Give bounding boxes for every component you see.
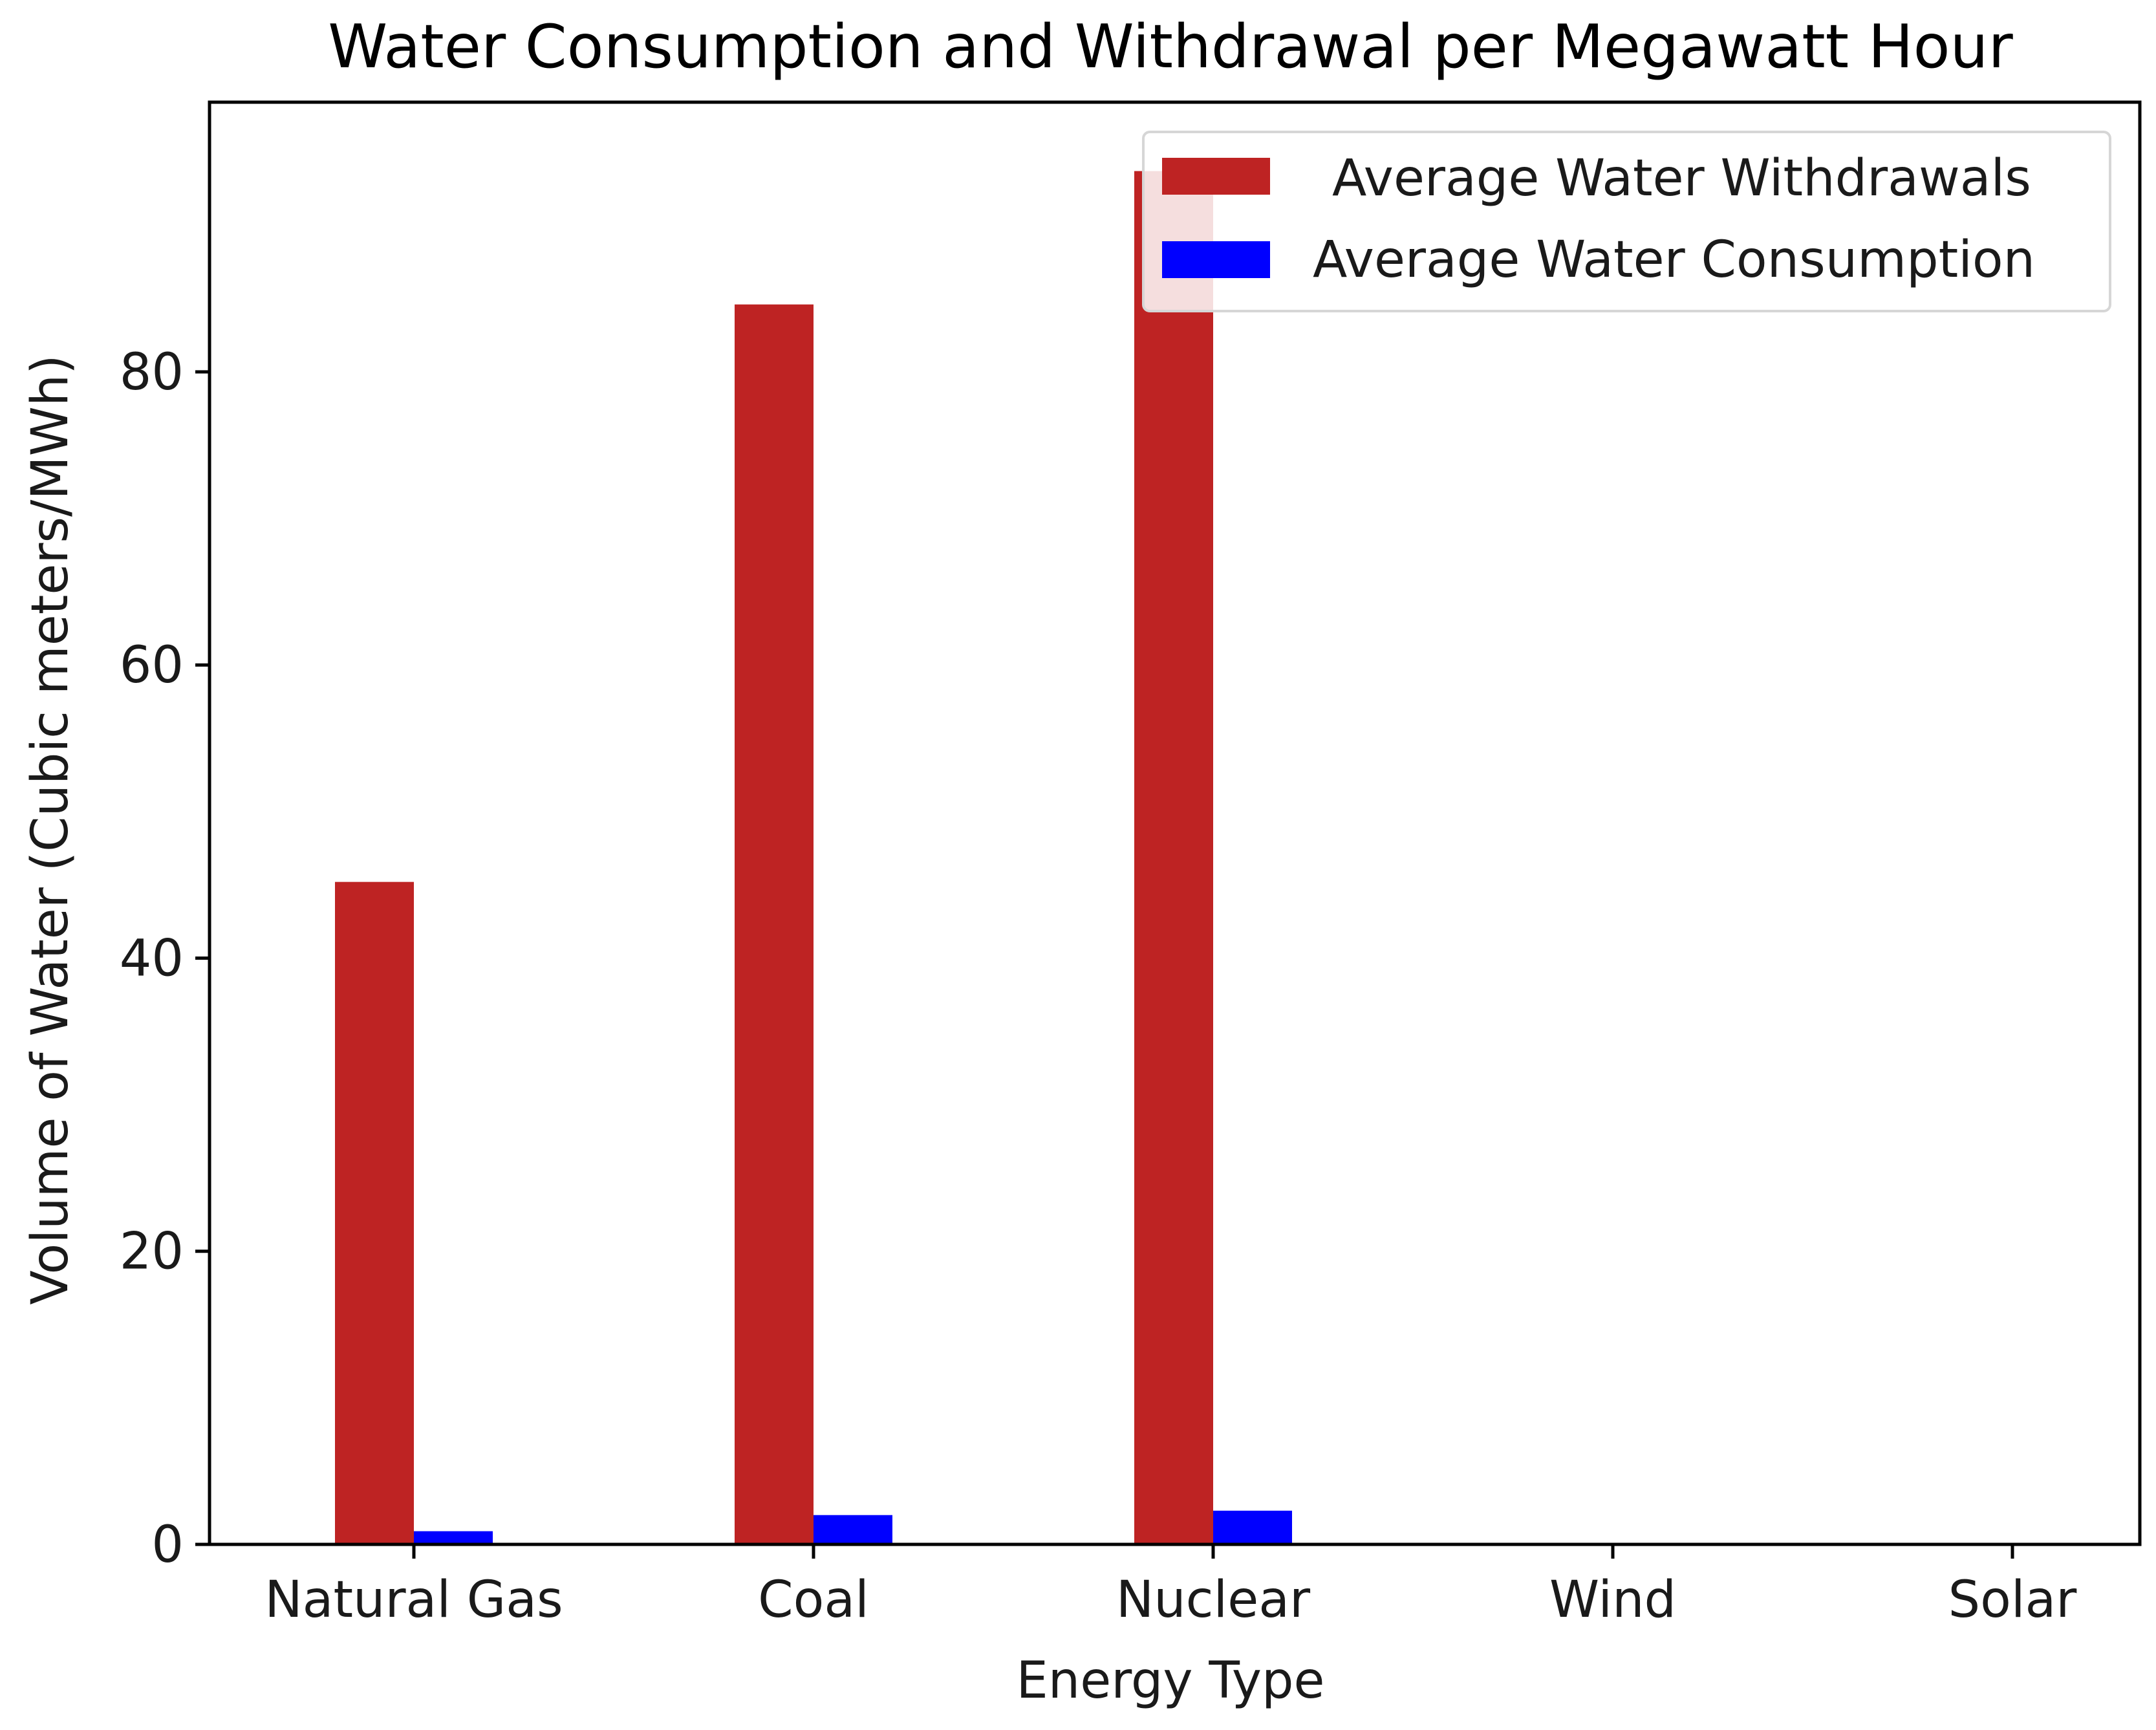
y-axis-ticks: 0 20 40 60 80 — [120, 343, 210, 1574]
legend: Average Water Withdrawals Average Water … — [1142, 131, 2111, 312]
legend-label-withdrawals: Average Water Withdrawals — [1332, 149, 2031, 208]
bar-average-water-withdrawals-natural-gas — [335, 881, 414, 1544]
x-tick-label-nuclear: Nuclear — [1116, 1571, 1311, 1629]
legend-label-consumption: Average Water Consumption — [1313, 231, 2035, 289]
bar-average-water-consumption-nuclear — [1213, 1510, 1292, 1544]
legend-swatch-consumption — [1162, 241, 1270, 278]
chart-title: Water Consumption and Withdrawal per Meg… — [328, 12, 2013, 81]
plot-frame — [208, 100, 2142, 1546]
legend-frame — [1142, 131, 2111, 312]
y-axis-label: Volume of Water (Cubic meters/MWh) — [21, 354, 80, 1304]
x-tick-label-solar: Solar — [1948, 1571, 2078, 1629]
y-tick-label: 40 — [120, 929, 184, 988]
legend-swatch-withdrawals — [1162, 158, 1270, 195]
y-tick-label: 80 — [120, 343, 184, 402]
x-tick-label-wind: Wind — [1549, 1571, 1676, 1629]
bars-layer — [335, 171, 1292, 1545]
x-tick-label-coal: Coal — [758, 1571, 869, 1629]
bar-average-water-withdrawals-coal — [735, 304, 814, 1544]
x-axis-ticks: Natural Gas Coal Nuclear Wind Solar — [264, 1544, 2077, 1629]
x-tick-label-natural-gas: Natural Gas — [264, 1571, 563, 1629]
y-tick-label: 20 — [120, 1223, 184, 1281]
x-axis-label: Energy Type — [1016, 1652, 1324, 1710]
bar-average-water-consumption-coal — [814, 1515, 892, 1544]
bar-average-water-withdrawals-nuclear — [1134, 171, 1213, 1545]
y-tick-label: 60 — [120, 636, 184, 695]
bar-average-water-consumption-natural-gas — [414, 1531, 493, 1544]
y-tick-label: 0 — [151, 1516, 184, 1574]
